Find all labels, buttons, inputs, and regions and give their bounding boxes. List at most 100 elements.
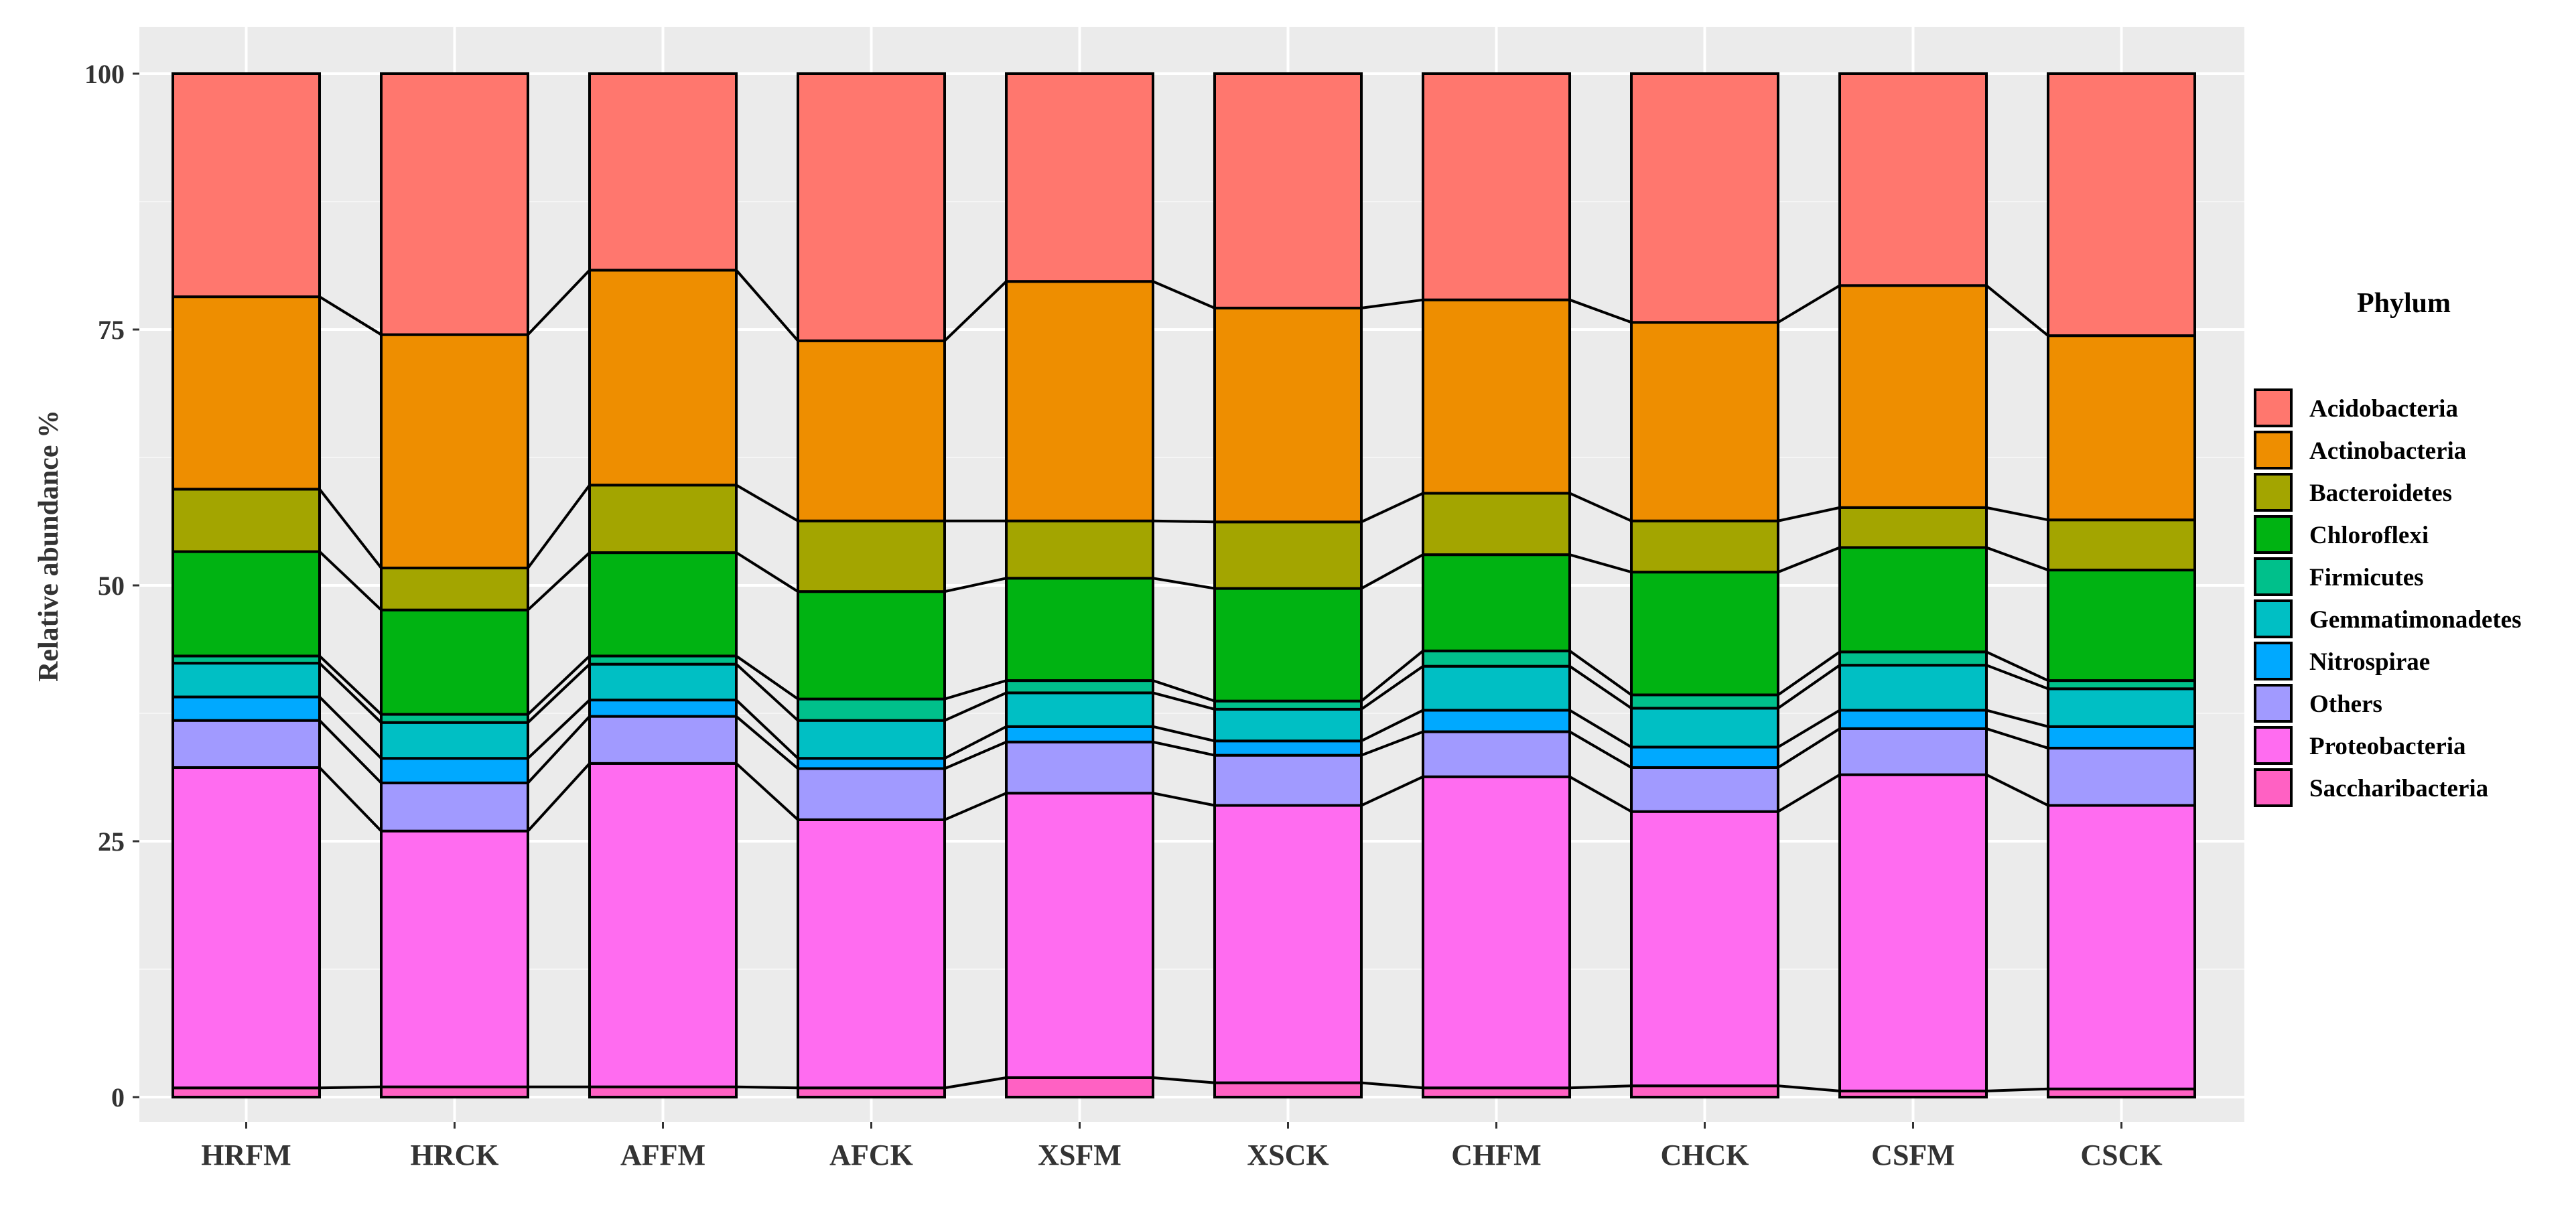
connector-line [943, 280, 1008, 342]
connector-line [527, 663, 591, 724]
bar-segment-chloroflexi [797, 590, 946, 701]
x-tick-label: XSFM [1038, 1139, 1122, 1171]
connector-line [1569, 492, 1632, 522]
bar-segment-firmicutes [1630, 693, 1779, 710]
legend-label: Bacteroidetes [2309, 480, 2452, 507]
bar-segment-bacteroidetes [1005, 519, 1154, 580]
connector-line [735, 551, 799, 593]
bar-stack-affm [588, 72, 738, 1098]
bar-segment-actinobacteria [588, 269, 738, 487]
connector-line [1361, 730, 1424, 757]
connector-line [527, 699, 591, 760]
bar-segment-bacteroidetes [2047, 518, 2196, 572]
legend-title: Phylum [2357, 288, 2451, 319]
legend-label: Acidobacteria [2309, 395, 2458, 423]
connector-line [1569, 1084, 1632, 1090]
bar-segment-chloroflexi [1630, 571, 1779, 697]
connector-line [944, 691, 1007, 722]
bar-segment-nitrospirae [1630, 745, 1779, 769]
connector-line [1361, 1081, 1424, 1090]
x-tick-label: HRCK [411, 1139, 499, 1171]
bar-segment-saccharibacteria [172, 1086, 321, 1099]
connector-line [1152, 280, 1215, 309]
bar-segment-others [380, 781, 529, 833]
bar-segment-proteobacteria [1422, 775, 1571, 1090]
connector-line [1568, 709, 1633, 749]
connector-line [735, 762, 799, 821]
y-tick-label: 25 [98, 827, 125, 857]
connector-line [1777, 546, 1840, 573]
bar-segment-saccharibacteria [1630, 1084, 1779, 1099]
connector-line [736, 1085, 799, 1090]
bar-segment-firmicutes [1838, 650, 1988, 667]
connector-line [944, 725, 1007, 760]
connector-line [1152, 679, 1215, 703]
bar-segment-acidobacteria [1838, 72, 1988, 287]
bar-segment-actinobacteria [380, 333, 529, 570]
bar-segment-acidobacteria [1630, 72, 1779, 324]
bar-segment-nitrospirae [797, 757, 946, 770]
bar-segment-bacteroidetes [588, 484, 738, 555]
connector-line [1777, 709, 1841, 749]
bar-segment-nitrospirae [380, 757, 529, 784]
connector-line [1361, 775, 1424, 807]
bar-segment-nitrospirae [1422, 709, 1571, 733]
bar-segment-others [1213, 754, 1363, 807]
bar-segment-nitrospirae [1005, 725, 1154, 743]
bar-segment-chloroflexi [1213, 587, 1363, 703]
legend-label: Nitrospirae [2309, 648, 2430, 676]
bar-stack-chfm [1422, 72, 1571, 1099]
bar-segment-chloroflexi [172, 550, 321, 658]
bar-segment-actinobacteria [797, 339, 946, 522]
bar-stack-csck [2047, 72, 2196, 1099]
bar-segment-bacteroidetes [1422, 492, 1571, 557]
connector-line [944, 679, 1007, 701]
bar-segment-gemmatimonadetes [1005, 691, 1154, 728]
bar-segment-proteobacteria [1630, 810, 1779, 1088]
connector-line [735, 484, 799, 522]
bar-segment-gemmatimonadetes [2047, 687, 2196, 728]
bar-segment-gemmatimonadetes [1213, 707, 1363, 743]
bar-segment-firmicutes [797, 697, 946, 722]
y-axis-label: Relative abundance % [33, 410, 64, 682]
bar-stack-xsck [1213, 72, 1363, 1099]
bar-segment-actinobacteria [1213, 306, 1363, 524]
bar-segment-chloroflexi [1005, 577, 1154, 683]
bar-segment-nitrospirae [2047, 725, 2196, 749]
connector-line [1152, 577, 1215, 590]
connector-line [1361, 298, 1424, 309]
connector-line [318, 662, 383, 724]
connector-line [1152, 1076, 1215, 1084]
bar-segment-others [2047, 746, 2196, 807]
legend-label: Others [2309, 691, 2382, 718]
legend-key-others [2254, 684, 2293, 723]
bar-segment-others [1422, 730, 1571, 778]
bar-segment-bacteroidetes [172, 488, 321, 553]
y-tick-label: 75 [98, 315, 125, 345]
connector-line [1569, 775, 1632, 813]
bar-stack-chck [1630, 72, 1779, 1099]
bar-segment-others [1838, 727, 1988, 776]
connector-line [1152, 792, 1215, 807]
bar-segment-chloroflexi [588, 551, 738, 658]
bar-segment-acidobacteria [1213, 72, 1363, 309]
connector-line [1568, 730, 1633, 769]
bar-segment-nitrospirae [1213, 739, 1363, 757]
connector-line [735, 699, 799, 760]
bar-segment-saccharibacteria [1213, 1081, 1363, 1099]
bar-stack-afck [797, 72, 946, 1099]
bar-segment-gemmatimonadetes [1422, 664, 1571, 712]
bar-segment-chloroflexi [2047, 569, 2196, 683]
connector-line [1777, 773, 1841, 813]
bar-segment-bacteroidetes [1630, 519, 1779, 574]
connector-line [318, 766, 383, 833]
bar-segment-acidobacteria [2047, 72, 2196, 338]
connector-line [1777, 664, 1841, 710]
x-tick-label: CHFM [1451, 1139, 1541, 1171]
bar-segment-firmicutes [1005, 679, 1154, 695]
bar-segment-acidobacteria [380, 72, 529, 336]
x-tick-label: AFCK [829, 1139, 913, 1171]
connector-line [1569, 553, 1632, 574]
legend-label: Proteobacteria [2309, 733, 2466, 760]
bar-segment-actinobacteria [1838, 284, 1988, 509]
